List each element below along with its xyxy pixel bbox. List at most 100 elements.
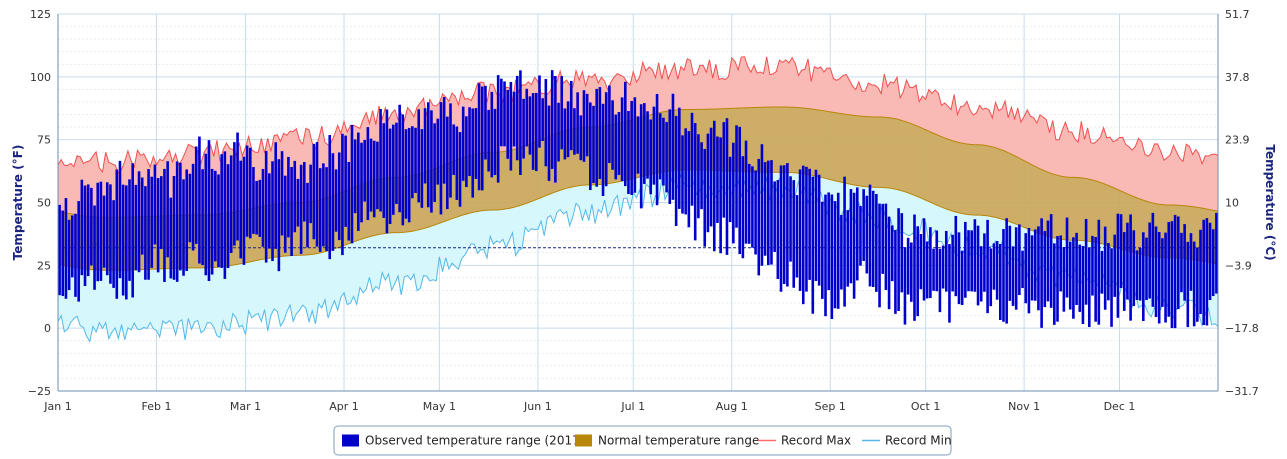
- observed-range-bar: [331, 153, 335, 251]
- observed-range-bar: [1122, 232, 1126, 311]
- observed-range-bar: [922, 218, 926, 301]
- record-max-line: [57, 56, 1219, 174]
- observed-range-bar: [795, 195, 799, 278]
- observed-range-bar: [1049, 214, 1053, 308]
- observed-range-bar: [728, 156, 732, 223]
- observed-range-bar: [725, 118, 729, 255]
- observed-range-bar: [125, 185, 128, 300]
- observed-range-bar: [191, 163, 195, 251]
- observed-range-bar: [258, 179, 262, 237]
- observed-range-bar: [999, 244, 1002, 320]
- observed-range-bar: [786, 163, 789, 287]
- legend: Observed temperature range (2017) Normal …: [333, 425, 952, 456]
- observed-range-bar: [214, 170, 217, 262]
- observed-range-bar: [579, 115, 583, 161]
- observed-range-bar: [900, 213, 904, 293]
- observed-range-bar: [1018, 224, 1021, 296]
- observed-range-bar: [512, 91, 516, 147]
- observed-range-bar: [589, 102, 592, 191]
- observed-range-bar: [166, 161, 169, 258]
- observed-range-bar: [779, 165, 783, 292]
- observed-range-bar: [941, 245, 945, 289]
- observed-range-bar: [490, 91, 494, 178]
- observed-range-bar: [722, 122, 726, 218]
- observed-range-bar: [201, 169, 204, 266]
- observed-range-bar: [792, 180, 796, 288]
- observed-range-bar: [846, 210, 850, 287]
- observed-range-bar: [1205, 218, 1209, 326]
- observed-range-bar: [357, 132, 360, 231]
- observed-range-bar: [388, 128, 392, 225]
- observed-range-bar: [563, 108, 567, 160]
- legend-box: [333, 425, 952, 456]
- observed-range-bar: [890, 225, 894, 282]
- y-left-tick-label: 25: [37, 259, 51, 272]
- y-left-tick-label: 50: [37, 197, 51, 210]
- observed-range-bar: [426, 102, 430, 208]
- observed-range-bar: [369, 138, 373, 212]
- observed-range-bar: [824, 194, 827, 317]
- observed-range-bar: [455, 126, 459, 200]
- observed-range-bar: [83, 185, 87, 287]
- observed-range-bar: [684, 128, 687, 215]
- observed-range-bar: [407, 127, 411, 223]
- observed-range-bar: [976, 225, 980, 306]
- x-month-label: Aug 1: [716, 400, 748, 413]
- observed-range-bar: [913, 214, 916, 321]
- observed-range-bar: [1027, 227, 1031, 314]
- observed-range-bar: [801, 165, 805, 305]
- observed-range-bar: [678, 107, 681, 209]
- observed-range-bar: [328, 135, 332, 260]
- observed-range-bar: [903, 247, 907, 325]
- observed-range-bar: [906, 237, 910, 295]
- observed-range-bar: [757, 158, 761, 276]
- observed-range-bar: [118, 160, 122, 279]
- observed-range-bar: [1215, 212, 1218, 294]
- observed-range-bar: [611, 100, 614, 170]
- observed-range-bar: [61, 210, 65, 297]
- observed-range-bar: [751, 166, 754, 248]
- observed-range-bar: [658, 113, 662, 180]
- observed-range-bar: [1087, 247, 1091, 328]
- y-right-tick-label: −17.8: [1225, 322, 1259, 335]
- observed-range-bar: [411, 126, 414, 199]
- observed-range-bar: [245, 145, 249, 237]
- x-month-label: Dec 1: [1104, 400, 1136, 413]
- observed-range-bar: [535, 92, 538, 172]
- observed-range-bar: [58, 204, 61, 296]
- observed-range-bar: [433, 123, 436, 203]
- observed-range-bar: [1065, 217, 1069, 298]
- observed-range-bar: [770, 160, 773, 265]
- observed-range-bar: [719, 137, 722, 254]
- observed-range-bar: [970, 230, 973, 292]
- observed-range-bar: [1107, 242, 1110, 301]
- observed-range-bar: [944, 230, 948, 292]
- observed-range-bar: [436, 118, 440, 185]
- observed-range-bar: [255, 180, 258, 235]
- observed-range-bar: [1091, 235, 1094, 296]
- observed-range-bar: [881, 203, 885, 274]
- observed-range-bar: [1170, 221, 1174, 329]
- observed-range-bar: [341, 133, 344, 256]
- observed-range-bar: [789, 176, 792, 262]
- record-min-band: [58, 169, 1218, 342]
- observed-range-bar: [1138, 248, 1142, 301]
- observed-range-bar: [620, 97, 624, 182]
- observed-range-bar: [617, 111, 621, 175]
- observed-range-bar: [283, 175, 287, 253]
- x-month-label: May 1: [423, 400, 456, 413]
- x-month-label: Mar 1: [230, 400, 261, 413]
- observed-range-bar: [188, 173, 192, 243]
- observed-range-bar: [967, 230, 970, 292]
- observed-range-bar: [716, 136, 719, 223]
- observed-range-bar: [236, 132, 239, 241]
- observed-range-bar: [623, 81, 627, 187]
- observed-range-bar: [992, 243, 996, 290]
- observed-range-bar: [811, 176, 815, 314]
- observed-range-bar: [865, 195, 869, 274]
- observed-range-bar: [1145, 237, 1148, 301]
- observed-range-bar: [1094, 236, 1097, 322]
- observed-range-bar: [318, 168, 322, 252]
- observed-range-bar: [506, 89, 509, 159]
- observed-range-bar: [1119, 214, 1123, 289]
